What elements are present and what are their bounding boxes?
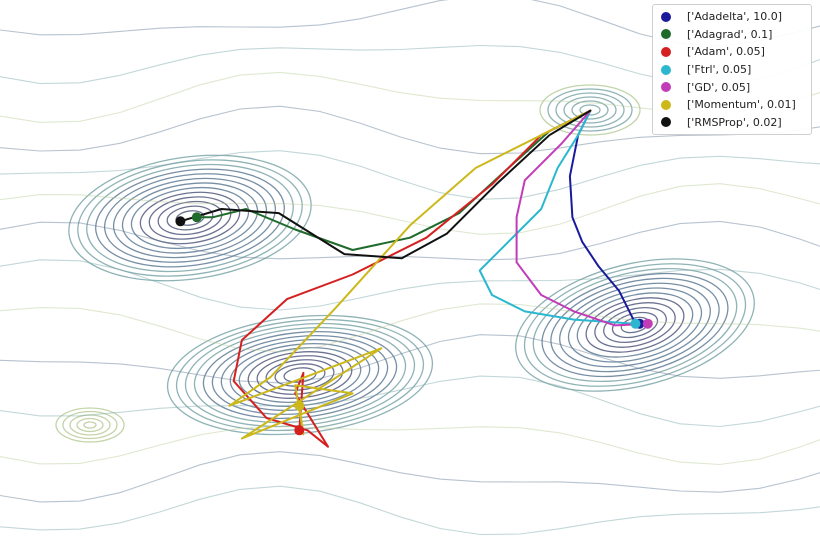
series-line-gd bbox=[515, 109, 649, 327]
contour-line bbox=[166, 205, 214, 231]
contour-line bbox=[576, 292, 694, 358]
contour-line bbox=[541, 272, 729, 378]
contour-line bbox=[166, 314, 434, 436]
legend-marker bbox=[661, 11, 671, 22]
contour-line bbox=[83, 421, 97, 429]
contour-line bbox=[0, 220, 820, 261]
legend-item-adagrad: ['Adagrad', 0.1] bbox=[661, 26, 805, 44]
contour-line bbox=[550, 277, 720, 373]
legend-label: ['Ftrl', 0.05] bbox=[687, 63, 752, 77]
contour-line bbox=[571, 100, 609, 120]
contour-line bbox=[547, 88, 633, 132]
contour-line bbox=[515, 258, 755, 392]
contour-line bbox=[121, 182, 259, 254]
contour-line bbox=[76, 417, 104, 433]
contour-line bbox=[532, 267, 738, 383]
contour-line bbox=[112, 177, 268, 259]
contour-line bbox=[157, 200, 223, 236]
series-line-ftrl bbox=[478, 109, 637, 325]
legend-item-ftrl: ['Ftrl', 0.05] bbox=[661, 61, 805, 79]
contour-line bbox=[594, 302, 676, 348]
legend-item-rmsprop: ['RMSProp', 0.02] bbox=[661, 114, 805, 132]
series-endpoint-adagrad bbox=[191, 212, 202, 223]
contour-line bbox=[193, 326, 407, 424]
legend-label: ['Adagrad', 0.1] bbox=[687, 27, 773, 41]
series-line-momentum bbox=[228, 109, 592, 440]
legend-item-momentum: ['Momentum', 0.01] bbox=[661, 96, 805, 114]
legend-label: ['Adadelta', 10.0] bbox=[687, 10, 783, 24]
legend-label: ['RMSProp', 0.02] bbox=[687, 115, 782, 129]
contour-line bbox=[55, 407, 125, 443]
legend-label: ['Adam', 0.05] bbox=[687, 45, 765, 59]
contour-line bbox=[62, 410, 118, 440]
contour-line bbox=[0, 375, 820, 428]
legend-marker bbox=[661, 117, 671, 128]
contour-line bbox=[567, 287, 703, 363]
contour-line bbox=[603, 307, 667, 343]
contour-line bbox=[202, 330, 398, 420]
contour-line bbox=[103, 173, 277, 263]
series-endpoint-rmsprop bbox=[175, 216, 186, 227]
contour-line bbox=[0, 425, 820, 466]
legend-item-adam: ['Adam', 0.05] bbox=[661, 43, 805, 61]
series-line-adadelta bbox=[568, 109, 641, 325]
contour-line bbox=[86, 163, 294, 273]
contour-line bbox=[559, 282, 711, 368]
legend-item-adadelta: ['Adadelta', 10.0] bbox=[661, 8, 805, 26]
contour-line bbox=[0, 259, 820, 311]
contour-line bbox=[539, 84, 641, 136]
legend-marker bbox=[661, 64, 671, 75]
contour-line bbox=[563, 96, 617, 124]
legend-label: ['GD', 0.05] bbox=[687, 80, 751, 94]
legend-item-gd: ['GD', 0.05] bbox=[661, 78, 805, 96]
series-endpoint-adam bbox=[294, 425, 305, 436]
contour-line bbox=[77, 159, 303, 277]
contour-line bbox=[579, 104, 601, 116]
optimizer-trajectories bbox=[175, 109, 653, 448]
contour-line bbox=[0, 303, 820, 353]
contour-line bbox=[523, 263, 747, 387]
series-endpoint-gd bbox=[642, 318, 653, 329]
contour-line bbox=[0, 334, 820, 384]
contour-line bbox=[0, 485, 820, 536]
contour-line bbox=[0, 451, 820, 503]
legend-marker bbox=[661, 99, 671, 110]
legend-label: ['Momentum', 0.01] bbox=[687, 98, 796, 112]
contour-line bbox=[68, 154, 312, 282]
contour-line bbox=[0, 183, 820, 235]
series-endpoint-ftrl bbox=[630, 318, 641, 329]
legend-marker bbox=[661, 29, 671, 40]
legend-marker bbox=[661, 46, 671, 57]
series-line-adagrad bbox=[195, 109, 592, 251]
contour-line bbox=[220, 338, 380, 412]
chart-legend: ['Adadelta', 10.0] ['Adagrad', 0.1] ['Ad… bbox=[652, 4, 812, 136]
contour-line bbox=[0, 105, 820, 155]
series-line-rmsprop bbox=[179, 109, 592, 260]
legend-marker bbox=[661, 82, 671, 93]
contour-line bbox=[95, 168, 285, 268]
contour-line bbox=[555, 92, 625, 128]
series-endpoint-momentum bbox=[294, 400, 305, 411]
contour-line bbox=[585, 297, 685, 353]
contour-line bbox=[184, 322, 416, 428]
contour-line bbox=[0, 150, 820, 200]
contour-line bbox=[611, 311, 659, 339]
contour-line bbox=[69, 414, 111, 436]
